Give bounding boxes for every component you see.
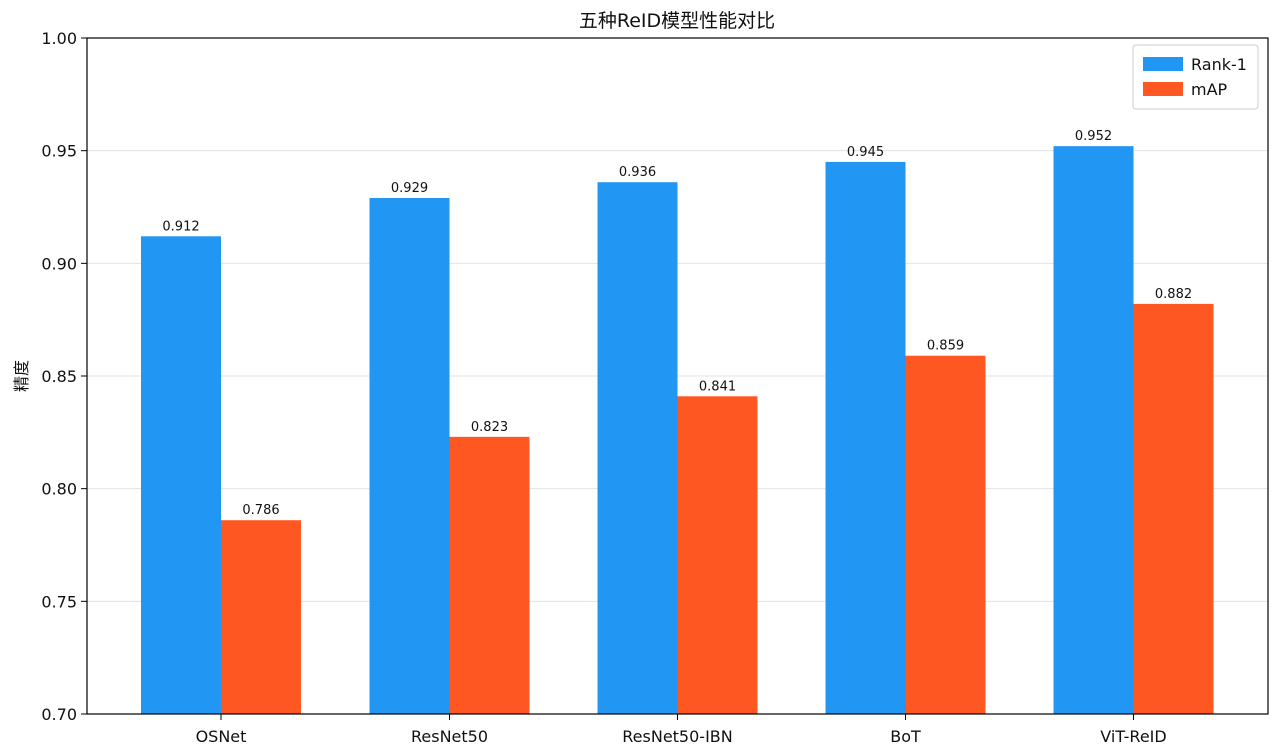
y-tick-label: 0.85: [41, 367, 77, 386]
bar-map: [677, 396, 758, 714]
bar-map: [449, 436, 530, 714]
bar-rank-1: [597, 182, 678, 715]
bar-rank-1: [141, 236, 221, 714]
x-axis: OSNet ResNet50 ResNet50-IBN BoT ViT-ReID: [196, 714, 1167, 746]
x-tick-label: OSNet: [196, 727, 247, 746]
value-label: 0.823: [471, 420, 508, 435]
y-axis-label: 精度: [12, 360, 31, 392]
x-tick-label: BoT: [890, 727, 921, 746]
chart-title: 五种ReID模型性能对比: [579, 10, 775, 32]
value-label: 0.936: [619, 165, 656, 180]
bars-group: [141, 146, 1214, 715]
bar-map: [1133, 303, 1214, 714]
bar-rank-1: [369, 197, 450, 714]
value-labels-group: 0.912 0.786 0.929 0.823 0.936 0.841 0.945 0.859…: [162, 129, 1192, 518]
y-tick-label: 0.95: [41, 142, 77, 161]
y-tick-label: 0.90: [41, 254, 77, 273]
bar-rank-1: [825, 161, 906, 714]
bar-rank-1: [1053, 146, 1134, 714]
value-label: 0.945: [847, 145, 884, 160]
x-tick-label: ResNet50-IBN: [622, 727, 732, 746]
legend-swatch: [1143, 82, 1183, 96]
x-tick-label: ViT-ReID: [1100, 727, 1166, 746]
y-tick-label: 0.70: [41, 705, 77, 724]
legend-label: Rank-1: [1191, 55, 1247, 74]
plot-frame: [86, 37, 1269, 715]
value-label: 0.912: [162, 219, 199, 234]
value-label: 0.786: [242, 503, 279, 518]
y-tick-label: 1.00: [41, 29, 77, 48]
legend: Rank-1 mAP: [1132, 44, 1259, 110]
x-tick-label: ResNet50: [411, 727, 488, 746]
y-axis: 0.70 0.75 0.80 0.85 0.90 0.95 1.00: [41, 29, 87, 724]
legend-swatch: [1143, 57, 1183, 71]
value-label: 0.882: [1155, 287, 1192, 302]
value-label: 0.929: [391, 181, 428, 196]
bar-map: [905, 355, 986, 714]
legend-label: mAP: [1191, 80, 1228, 99]
value-label: 0.859: [927, 339, 964, 354]
value-label: 0.841: [699, 379, 736, 394]
value-label: 0.952: [1075, 129, 1112, 144]
bar-map: [221, 520, 301, 714]
y-tick-label: 0.80: [41, 480, 77, 499]
y-tick-label: 0.75: [41, 592, 77, 611]
